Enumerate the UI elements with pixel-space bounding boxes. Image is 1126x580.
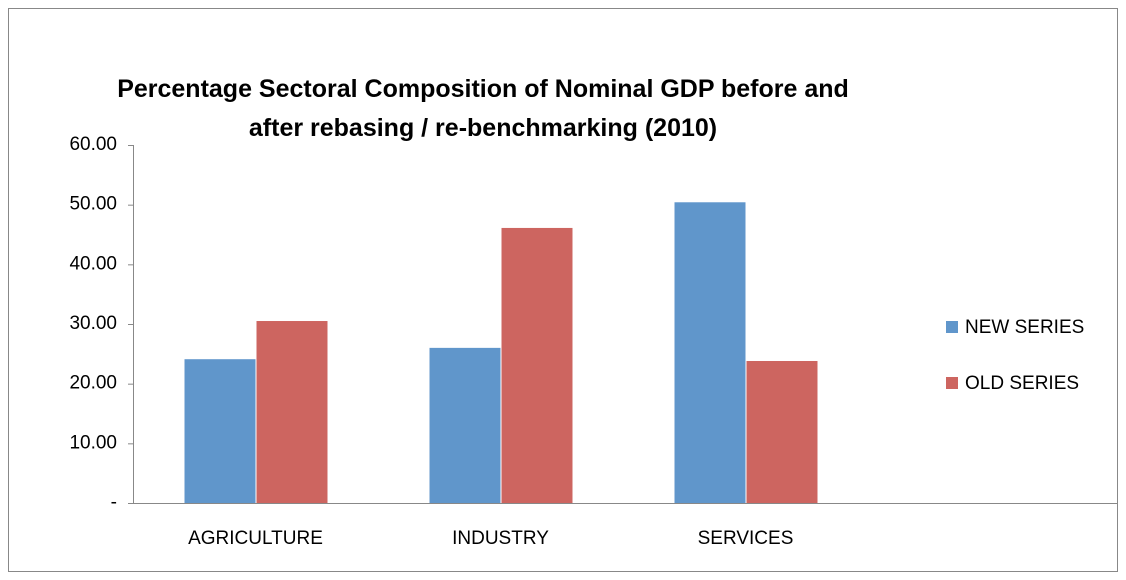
legend-swatch (946, 377, 958, 389)
x-tick-label: AGRICULTURE (188, 528, 323, 549)
bar (746, 360, 818, 503)
legend-label: OLD SERIES (965, 373, 1079, 394)
bar (256, 321, 328, 503)
y-tick-label: 30.00 (69, 313, 117, 334)
bar (429, 347, 501, 503)
x-tick-label: INDUSTRY (452, 528, 549, 549)
y-tick-label: 40.00 (69, 253, 117, 274)
legend-swatch (946, 321, 958, 333)
bar (674, 202, 746, 503)
y-tick-label: - (111, 492, 117, 513)
x-tick-label: SERVICES (698, 528, 794, 549)
chart-title: Percentage Sectoral Composition of Nomin… (117, 75, 849, 142)
y-tick-label: 60.00 (69, 134, 117, 155)
bar (184, 359, 256, 503)
bar (501, 227, 573, 504)
y-tick-label: 20.00 (69, 373, 117, 394)
y-tick-label: 50.00 (69, 194, 117, 215)
y-tick-label: 10.00 (69, 432, 117, 453)
legend-label: NEW SERIES (965, 317, 1084, 338)
